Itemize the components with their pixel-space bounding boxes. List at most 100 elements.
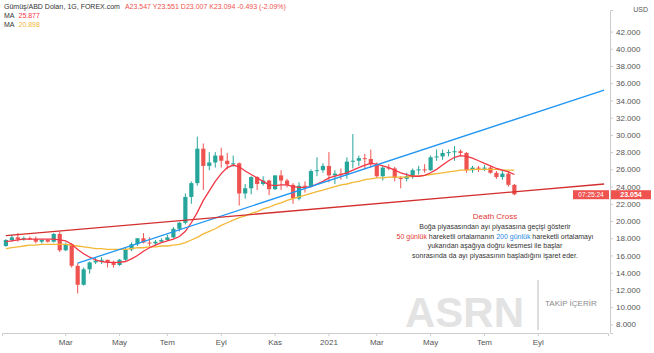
candle-wick: [454, 146, 455, 161]
candle-wick: [424, 164, 425, 173]
x-tick-label: Eyl: [533, 338, 544, 347]
y-tick-mark: [610, 273, 613, 274]
candle-body: [225, 161, 229, 164]
candle-wick: [352, 134, 353, 168]
candle-body: [446, 152, 450, 153]
y-tick: 20.000: [610, 217, 641, 226]
candle-body: [147, 243, 151, 244]
last-price-label: 23.054: [620, 191, 642, 198]
candle-body: [279, 175, 283, 180]
candle-body: [123, 249, 127, 259]
y-tick: 40.000: [610, 45, 641, 54]
plot-marks: [4, 90, 604, 293]
candle-body: [64, 244, 68, 250]
watermark-tagline: TAKİP İÇERİR: [545, 299, 597, 308]
candle-body: [58, 234, 62, 250]
candle-wick: [436, 150, 437, 161]
candle-wick: [370, 150, 371, 168]
candle-body: [452, 151, 456, 152]
x-tick-mark: [221, 333, 222, 336]
x-tick: May: [112, 333, 127, 347]
x-tick-label: May: [112, 338, 127, 347]
y-axis-line: [611, 11, 614, 334]
annotation-line: 50 günlük hareketli ortalamanın 200 günl…: [397, 233, 594, 241]
y-tick-label: 16.000: [616, 252, 641, 261]
y-tick: 30.000: [610, 131, 641, 140]
y-tick-label: 12.000: [616, 286, 641, 295]
legend-value: 25.877: [19, 12, 41, 19]
x-tick: Tem: [477, 333, 492, 347]
candle-wick: [209, 152, 210, 170]
y-tick-label: 30.000: [616, 131, 641, 140]
y-tick-label: 40.000: [616, 45, 641, 54]
candle-body: [435, 156, 439, 157]
candle-body: [494, 173, 498, 177]
x-tick-label: Kas: [268, 338, 282, 347]
x-tick-label: Eyl: [216, 338, 227, 347]
x-tick-mark: [538, 333, 539, 336]
y-tick-mark: [610, 307, 613, 308]
candle-body: [363, 158, 367, 159]
y-tick: 38.000: [610, 62, 641, 71]
candle-body: [52, 234, 56, 242]
candle-body: [482, 168, 486, 169]
candle-body: [165, 237, 169, 240]
candle-body: [207, 162, 211, 165]
y-tick-label: 38.000: [616, 62, 641, 71]
y-tick: 28.000: [610, 148, 641, 157]
y-tick: 22.000: [610, 200, 641, 209]
candle-body: [488, 168, 492, 173]
y-tick-label: 28.000: [616, 148, 641, 157]
candle-body: [10, 237, 14, 240]
candle-body: [76, 266, 80, 285]
y-axis: 8.00010.00012.00014.00016.00018.00020.00…: [610, 11, 641, 334]
annotation-segment: 200 günlük: [496, 233, 531, 241]
x-tick: Mar: [370, 333, 384, 347]
y-tick-label: 10.000: [616, 303, 641, 312]
y-tick-mark: [610, 152, 613, 153]
annotation-segment: hareketli ortalamanın: [427, 233, 496, 240]
y-tick-mark: [610, 221, 613, 222]
candle-wick: [364, 154, 365, 170]
y-tick: 16.000: [610, 252, 641, 261]
y-tick: 34.000: [610, 97, 641, 106]
y-tick: 12.000: [610, 286, 641, 295]
candle-body: [231, 163, 235, 164]
x-tick-mark: [65, 333, 66, 336]
x-tick: 2021: [320, 333, 338, 347]
header: Gümüş/ABD Doları, 1G, FOREX.comA23.547 Y…: [4, 3, 286, 28]
last-price: 23.05407:25:24: [573, 190, 651, 199]
candle-body: [315, 170, 319, 171]
candle-body: [309, 171, 313, 187]
watermark: ASRN TAKİP İÇERİR: [405, 280, 597, 336]
candle-body: [183, 197, 187, 223]
annotation-line: Boğa piyasasından ayı piyasasına geçişi …: [419, 223, 571, 231]
candle-body: [177, 223, 181, 229]
candle-body: [46, 240, 50, 242]
annotation-title: Death Cross: [473, 212, 517, 221]
chart-container: ASRN TAKİP İÇERİR 8.000 10.000 12.000 14.000 1…: [0, 0, 654, 353]
candle-body: [429, 157, 433, 170]
x-tick: Mar: [59, 333, 73, 347]
y-tick: 42.000: [610, 28, 641, 37]
x-tick-mark: [167, 333, 168, 336]
subtitle: A23.547 Y23.551 D23.007 K23.094 -0.493 (…: [125, 3, 286, 11]
y-tick: 8.000: [610, 320, 637, 329]
y-tick-mark: [610, 324, 613, 325]
y-tick: 14.000: [610, 269, 641, 278]
candle-body: [219, 156, 223, 161]
candle-body: [476, 168, 480, 169]
annotation-segment: sonrasında da ayı piyasasının başladığın…: [412, 252, 578, 260]
x-tick-mark: [275, 333, 276, 336]
y-tick-mark: [610, 238, 613, 239]
annotation: Death Cross Boğa piyasasından ayı piyasas…: [397, 212, 594, 260]
candle-body: [273, 175, 277, 189]
watermark-text: ASRN: [405, 289, 524, 336]
legend-name: MA: [4, 12, 15, 19]
watermark-divider: [538, 280, 539, 330]
y-tick-label: 34.000: [616, 97, 641, 106]
y-tick-mark: [610, 100, 613, 101]
candle-body: [458, 151, 462, 153]
legend-name: MA: [4, 21, 15, 28]
candle-body: [153, 242, 157, 244]
